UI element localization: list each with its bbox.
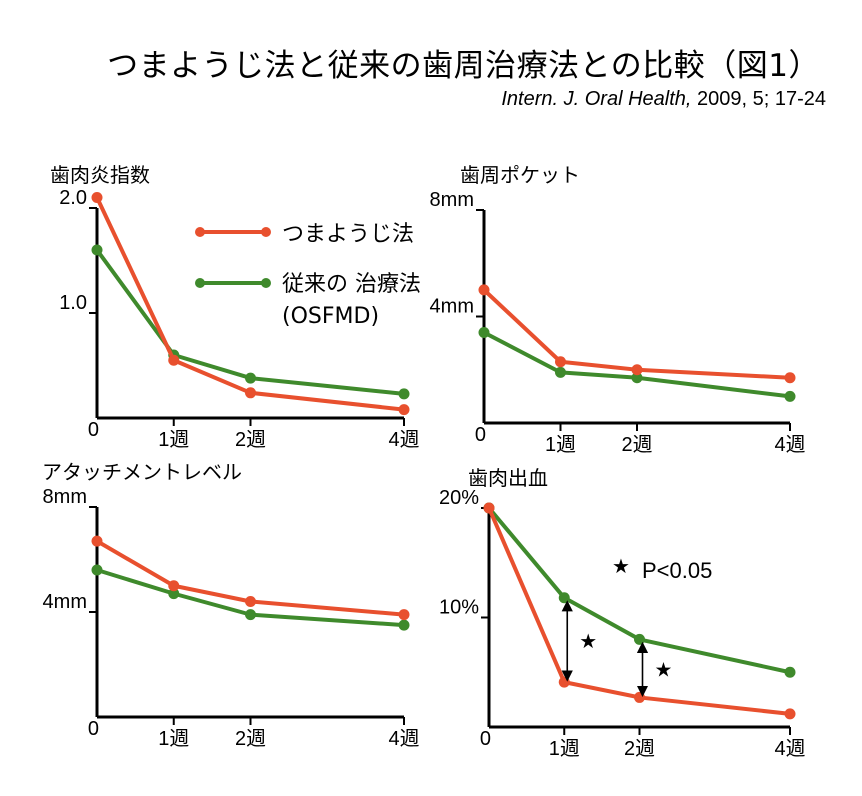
- y-tick-label: 4mm: [43, 591, 87, 613]
- data-point-conventional: [91, 564, 103, 576]
- citation-details: 2009, 5; 17-24: [691, 88, 826, 110]
- series-line-toothpick: [487, 507, 791, 716]
- legend: つまようじ法 従来の 治療法 (OSFMD): [195, 222, 421, 329]
- series-line-conventional: [483, 330, 791, 399]
- y-tick-label: 10%: [439, 597, 479, 619]
- legend-toothpick-label: つまようじ法: [282, 222, 414, 247]
- x-tick-label: 1週: [158, 428, 189, 451]
- data-point-conventional: [555, 366, 566, 378]
- y-tick-label: 20%: [439, 487, 479, 509]
- x-tick-label: 0: [480, 728, 491, 750]
- legend-conventional-label-1: 従来の 治療法: [282, 272, 421, 297]
- citation-journal: Intern. J. Oral Health,: [501, 88, 692, 110]
- data-point-conventional: [634, 633, 645, 645]
- citation: Intern. J. Oral Health, 2009, 5; 17-24: [0, 88, 826, 111]
- data-point-conventional: [245, 372, 256, 384]
- x-tick-label: 2週: [624, 737, 655, 760]
- legend-conventional-label-2: (OSFMD): [282, 304, 379, 329]
- data-point-toothpick: [483, 502, 495, 514]
- data-point-conventional: [558, 592, 570, 604]
- page-title: つまようじ法と従来の歯周治療法との比較（図1）: [107, 48, 820, 84]
- data-point-conventional: [398, 619, 410, 631]
- x-tick-label: 1週: [545, 433, 576, 456]
- data-point-conventional: [398, 388, 410, 400]
- x-tick-label: 1週: [158, 727, 189, 750]
- chart-title: 歯肉炎指数: [50, 163, 150, 187]
- y-tick-label: 8mm: [43, 486, 87, 508]
- data-point-conventional: [245, 609, 256, 621]
- data-point-conventional: [168, 588, 180, 600]
- y-tick-label: 2.0: [59, 187, 87, 209]
- chart-panel-3: アタッチメントレベル 4mm 8mm 0 1週 2週 4週: [42, 460, 420, 750]
- chart-panel-1: 歯肉炎指数 1.0 2.0 0 1週 2週 4週: [50, 163, 420, 451]
- y-tick-label: 1.0: [59, 292, 87, 314]
- legend-toothpick-marker-right: [261, 227, 271, 237]
- x-tick-label: 2週: [235, 727, 266, 750]
- data-point-toothpick: [398, 404, 410, 416]
- significance-star: ★: [655, 657, 673, 681]
- data-point-toothpick: [784, 372, 796, 384]
- legend-toothpick-marker-left: [195, 227, 205, 237]
- series-line-toothpick: [95, 196, 405, 412]
- series-line-conventional: [96, 568, 405, 628]
- legend-conventional-marker-left: [195, 278, 205, 288]
- data-point-conventional: [91, 244, 103, 256]
- data-point-toothpick: [631, 364, 643, 376]
- x-tick-label: 4週: [774, 737, 805, 760]
- data-point-toothpick: [558, 676, 570, 688]
- x-tick-label: 0: [88, 718, 99, 740]
- x-tick-label: 4週: [774, 433, 805, 456]
- data-point-toothpick: [245, 596, 256, 607]
- significance-legend-star: ★: [612, 554, 630, 578]
- x-tick-label: 0: [475, 424, 486, 446]
- data-point-toothpick: [398, 609, 410, 621]
- y-tick-label: 8mm: [430, 189, 474, 211]
- series-line-toothpick: [482, 288, 791, 380]
- data-point-toothpick: [555, 356, 566, 368]
- significance-star: ★: [579, 629, 597, 653]
- chart-panel-4: 歯肉出血 10% 20% 0 1週 2週 4週 ★ ★ ★ P<0.05: [439, 466, 806, 760]
- data-point-conventional: [478, 326, 490, 338]
- series-line-conventional: [487, 506, 791, 675]
- data-point-conventional: [631, 372, 643, 384]
- data-point-toothpick: [168, 580, 180, 592]
- x-tick-label: 0: [88, 419, 99, 441]
- data-point-toothpick: [91, 535, 103, 547]
- data-point-toothpick: [245, 387, 256, 399]
- data-point-toothpick: [478, 284, 490, 296]
- data-point-conventional: [784, 390, 796, 402]
- x-tick-label: 1週: [549, 737, 580, 760]
- chart-panel-2: 歯周ポケット 4mm 8mm 0 1週 2週 4週: [430, 163, 806, 456]
- data-point-conventional: [784, 666, 796, 678]
- data-point-toothpick: [784, 708, 796, 720]
- significance-legend-text: P<0.05: [642, 558, 712, 583]
- data-point-toothpick: [634, 691, 645, 703]
- chart-title: アタッチメントレベル: [42, 460, 242, 484]
- chart-title: 歯周ポケット: [460, 163, 580, 187]
- series-line-conventional: [95, 248, 405, 396]
- data-point-toothpick: [168, 354, 180, 366]
- legend-conventional-marker-right: [261, 278, 271, 288]
- data-point-toothpick: [91, 192, 103, 203]
- series-line-toothpick: [95, 539, 405, 617]
- x-tick-label: 4週: [388, 727, 419, 750]
- chart-title: 歯肉出血: [468, 466, 548, 490]
- x-tick-label: 4週: [388, 428, 419, 451]
- y-tick-label: 4mm: [430, 296, 474, 318]
- x-tick-label: 2週: [235, 428, 266, 451]
- x-tick-label: 2週: [621, 433, 652, 456]
